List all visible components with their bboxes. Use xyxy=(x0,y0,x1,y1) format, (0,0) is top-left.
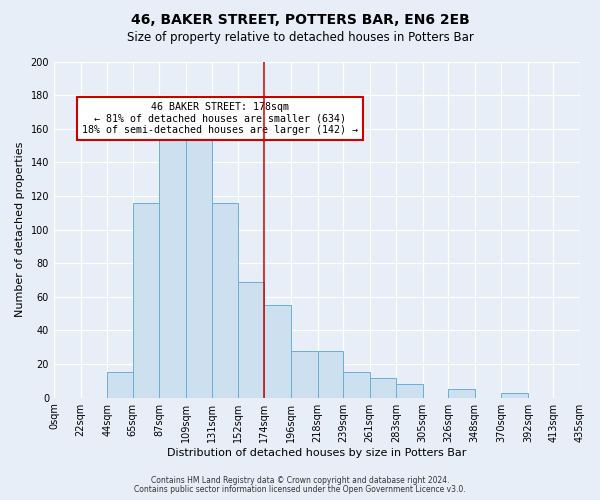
Bar xyxy=(212,202,238,398)
Text: Contains public sector information licensed under the Open Government Licence v3: Contains public sector information licen… xyxy=(134,485,466,494)
X-axis label: Distribution of detached houses by size in Potters Bar: Distribution of detached houses by size … xyxy=(167,448,467,458)
Bar xyxy=(448,390,475,398)
Bar xyxy=(343,372,370,398)
Text: Contains HM Land Registry data © Crown copyright and database right 2024.: Contains HM Land Registry data © Crown c… xyxy=(151,476,449,485)
Text: 46, BAKER STREET, POTTERS BAR, EN6 2EB: 46, BAKER STREET, POTTERS BAR, EN6 2EB xyxy=(131,12,469,26)
Bar xyxy=(159,137,186,398)
Bar xyxy=(396,384,423,398)
Text: 46 BAKER STREET: 178sqm
← 81% of detached houses are smaller (634)
18% of semi-d: 46 BAKER STREET: 178sqm ← 81% of detache… xyxy=(82,102,358,135)
Bar xyxy=(238,282,265,398)
Bar xyxy=(133,202,159,398)
Bar xyxy=(291,350,317,398)
Y-axis label: Number of detached properties: Number of detached properties xyxy=(15,142,25,318)
Bar xyxy=(186,137,212,398)
Bar xyxy=(265,306,291,398)
Text: Size of property relative to detached houses in Potters Bar: Size of property relative to detached ho… xyxy=(127,31,473,44)
Bar xyxy=(107,372,133,398)
Bar xyxy=(317,350,343,398)
Bar xyxy=(502,392,528,398)
Bar xyxy=(370,378,396,398)
